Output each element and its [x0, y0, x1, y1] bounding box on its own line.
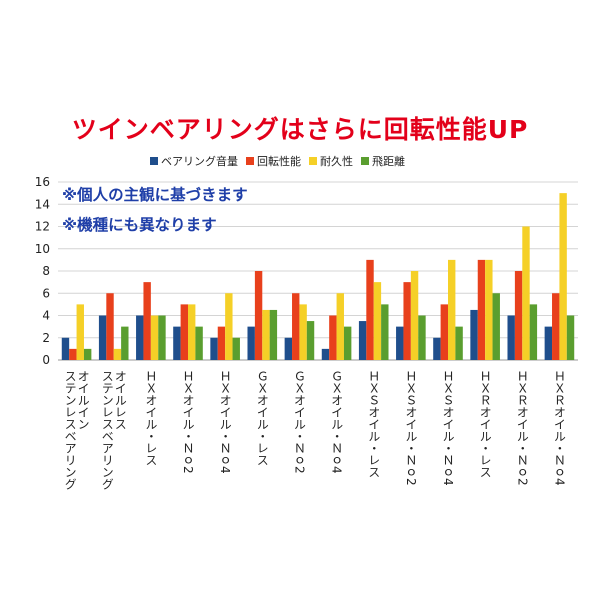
x-tick-label: ＨＸＳオイル・Ｎｏ2: [404, 370, 418, 486]
bar: [150, 315, 159, 360]
x-tick-label: オイルレス: [113, 370, 127, 430]
bar: [403, 282, 411, 360]
bar: [514, 271, 523, 360]
bar: [136, 315, 144, 360]
note-model-varies: ※機種にも異なります: [62, 216, 217, 234]
x-tick-label: オイルイン: [76, 370, 90, 430]
chart-title: ツインベアリングはさらに回転性能UP: [71, 115, 529, 144]
bar: [381, 304, 389, 360]
bar: [343, 326, 352, 360]
bar: [433, 337, 441, 360]
x-tick-label: ステンレスベアリング: [100, 370, 114, 490]
bar: [262, 309, 270, 360]
x-tick-label: ＨＸオイル・レス: [144, 370, 158, 466]
bar: [566, 315, 575, 360]
x-tick-label: ＨＸＲオイル・レス: [478, 370, 492, 478]
bar: [195, 326, 203, 360]
bar: [373, 282, 382, 360]
bar: [329, 315, 337, 360]
bar: [448, 259, 456, 360]
bar: [477, 259, 486, 360]
bar: [299, 304, 307, 360]
bar: [121, 326, 129, 360]
legend-label-durability: 耐久性: [320, 155, 353, 168]
bar: [254, 271, 263, 360]
legend-item-rotation: 回転性能: [246, 153, 301, 169]
bar: [440, 304, 448, 360]
x-tick-label: ＨＸＲオイル・Ｎｏ4: [552, 370, 566, 486]
bar: [158, 315, 166, 360]
bar: [69, 348, 77, 360]
bar: [470, 309, 478, 360]
y-tick-label: 16: [35, 175, 50, 189]
legend-label-rotation: 回転性能: [257, 155, 301, 168]
y-tick-label: 4: [42, 309, 50, 323]
bar: [306, 321, 315, 360]
bar: [410, 271, 419, 360]
legend-swatch-durability: [309, 157, 317, 165]
y-tick-label: 14: [35, 197, 50, 211]
legend-label-distance: 飛距離: [372, 155, 405, 168]
y-tick-label: 6: [42, 286, 50, 300]
bar: [143, 282, 151, 360]
legend-item-durability: 耐久性: [309, 153, 353, 169]
x-tick-label: ＧＸオイル・レス: [255, 370, 269, 466]
bar: [180, 304, 188, 360]
bar: [544, 326, 553, 360]
bar: [492, 293, 500, 360]
x-tick-label: ＨＸＳオイル・Ｎｏ4: [441, 370, 455, 486]
legend: ベアリング音量 回転性能 耐久性 飛距離: [150, 153, 405, 169]
x-tick-label: ＧＸオイル・Ｎｏ2: [292, 370, 306, 474]
x-tick-label: ＨＸＳオイル・レス: [367, 370, 381, 478]
y-tick-label: 12: [35, 220, 50, 234]
y-tick-label: 10: [35, 242, 50, 256]
bar: [61, 337, 70, 360]
bar: [358, 321, 367, 360]
x-tick-label: ＧＸオイル・Ｎｏ4: [330, 370, 344, 474]
bar: [284, 337, 293, 360]
bar: [396, 326, 404, 360]
bar: [336, 293, 344, 360]
bar: [188, 304, 196, 360]
x-tick-label: ＨＸＲオイル・Ｎｏ2: [515, 370, 529, 486]
bar: [210, 337, 218, 360]
bar: [366, 259, 374, 360]
bar: [106, 293, 114, 360]
bar: [529, 304, 538, 360]
legend-item-distance: 飛距離: [361, 153, 405, 169]
y-tick-label: 8: [42, 264, 50, 278]
bar: [232, 337, 240, 360]
bar: [485, 259, 493, 360]
legend-swatch-distance: [361, 157, 369, 165]
bar: [247, 326, 255, 360]
bar: [113, 348, 122, 360]
x-tick-label: ステンレスベアリング: [63, 370, 77, 490]
bar: [559, 193, 567, 360]
bar: [507, 315, 515, 360]
y-tick-label: 0: [42, 353, 50, 367]
bar: [522, 226, 530, 360]
bar: [418, 315, 426, 360]
x-tick-label: ＨＸオイル・Ｎｏ4: [218, 370, 232, 474]
bar: [455, 326, 463, 360]
bar: [292, 293, 300, 360]
bar: [225, 293, 233, 360]
x-tick-label: ＨＸオイル・Ｎｏ2: [181, 370, 195, 474]
legend-swatch-rotation: [246, 157, 254, 165]
bar: [269, 309, 278, 360]
legend-label-volume: ベアリング音量: [161, 155, 238, 168]
legend-item-volume: ベアリング音量: [150, 153, 238, 169]
bar: [552, 293, 560, 360]
note-subjective: ※個人の主観に基づきます: [62, 186, 248, 204]
bar: [83, 348, 92, 360]
bar: [173, 326, 181, 360]
legend-swatch-volume: [150, 157, 158, 165]
bar: [217, 326, 226, 360]
bar: [321, 348, 330, 360]
y-tick-label: 2: [42, 331, 50, 345]
bar: [76, 304, 84, 360]
bar: [98, 315, 107, 360]
